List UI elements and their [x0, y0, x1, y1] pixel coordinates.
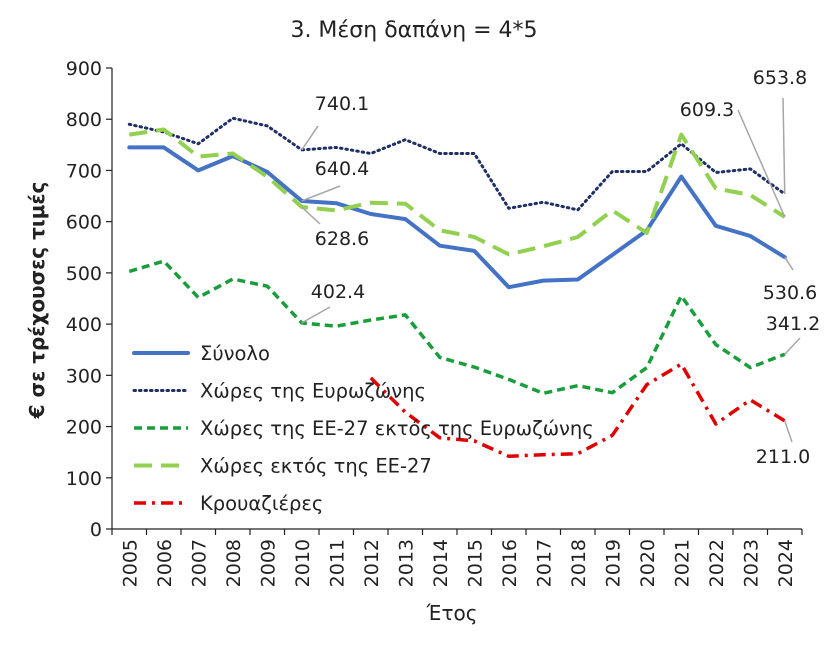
series-line-3	[129, 127, 786, 257]
x-tick-label: 2005	[119, 539, 141, 587]
data-label-leader	[784, 337, 801, 355]
legend-label: Χώρες της ΕΕ-27 εκτός της Ευρωζώνης	[200, 417, 594, 440]
y-tick-label: 200	[66, 417, 102, 439]
data-label-leader	[737, 109, 786, 218]
y-tick-label: 500	[66, 263, 102, 285]
legend-item: Χώρες της Ευρωζώνης	[132, 380, 426, 403]
y-axis-label: € σε τρέχουσες τιμές	[25, 182, 49, 420]
data-label-leader	[301, 125, 319, 151]
x-tick-label: 2014	[430, 539, 452, 587]
y-tick-label: 300	[66, 365, 102, 387]
data-label-leader	[301, 185, 341, 202]
data-label: 402.4	[311, 281, 365, 303]
data-label: 653.8	[753, 67, 807, 89]
legend-item: Χώρες εκτός της ΕΕ-27	[134, 455, 432, 478]
x-axis: 2005 2006 2007 2008 2009 2010 2011 2012 2013 2014…	[111, 528, 803, 587]
y-tick-label: 700	[66, 160, 102, 182]
x-axis-label: Έτος	[426, 601, 478, 625]
x-tick-label: 2010	[292, 539, 314, 587]
data-label: 530.6	[763, 282, 817, 304]
x-tick-label: 2012	[361, 539, 383, 587]
legend-label: Κρουαζιέρες	[200, 492, 323, 515]
legend-label: Χώρες εκτός της ΕΕ-27	[200, 455, 432, 478]
x-tick-label: 2007	[188, 539, 210, 587]
y-axis: 0 100 200 300 400 500 600 700 800 900	[66, 58, 113, 541]
legend-item: Χώρες της ΕΕ-27 εκτός της Ευρωζώνης	[134, 417, 594, 440]
data-label-leader	[784, 420, 793, 443]
x-tick-label: 2018	[568, 539, 590, 587]
series-line-1	[127, 116, 787, 212]
x-tick-label: 2024	[775, 539, 797, 587]
series-line-4	[369, 362, 786, 459]
data-label-leader	[301, 306, 331, 324]
x-tick-label: 2020	[637, 539, 659, 587]
chart-title: 3. Μέση δαπάνη = 4*5	[290, 18, 537, 43]
x-tick-label: 2013	[395, 539, 417, 587]
y-tick-label: 800	[66, 109, 102, 131]
legend-label: Σύνολο	[200, 342, 270, 365]
x-tick-label: 2017	[533, 539, 555, 587]
y-tick-label: 0	[90, 519, 102, 541]
x-tick-label: 2019	[602, 539, 624, 587]
data-label: 609.3	[680, 99, 734, 121]
data-label: 628.6	[315, 228, 369, 250]
legend: Σύνολο Χώρες της Ευρωζώνης Χώρες της ΕΕ-27…	[132, 342, 594, 515]
x-tick-label: 2016	[499, 539, 521, 587]
data-label: 211.0	[756, 446, 810, 468]
series-line-2	[128, 259, 786, 396]
data-label-leader	[784, 256, 794, 271]
x-tick-label: 2022	[706, 539, 728, 587]
x-tick-label: 2023	[740, 539, 762, 587]
x-tick-label: 2021	[671, 539, 693, 587]
data-labels: 740.1 640.4 628.6 402.4 609.3 653.8 530.6 341.2…	[301, 67, 820, 468]
data-label-leader	[301, 206, 321, 225]
x-tick-label: 2011	[326, 539, 348, 587]
series-line-0	[127, 145, 787, 290]
x-tick-label: 2008	[223, 539, 245, 587]
series-layer	[127, 116, 787, 459]
y-tick-label: 600	[66, 212, 102, 234]
x-tick-label: 2009	[257, 539, 279, 587]
y-tick-label: 100	[66, 468, 102, 490]
data-label: 740.1	[315, 93, 369, 115]
legend-item: Σύνολο	[132, 342, 270, 365]
legend-item: Κρουαζιέρες	[134, 492, 323, 515]
x-tick-label: 2015	[464, 539, 486, 587]
y-tick-label: 400	[66, 314, 102, 336]
x-tick-label: 2006	[154, 539, 176, 587]
y-tick-label: 900	[66, 58, 102, 80]
data-label: 640.4	[315, 158, 369, 180]
data-label: 341.2	[766, 313, 820, 335]
data-label-leader	[782, 97, 786, 195]
legend-label: Χώρες της Ευρωζώνης	[200, 380, 426, 403]
